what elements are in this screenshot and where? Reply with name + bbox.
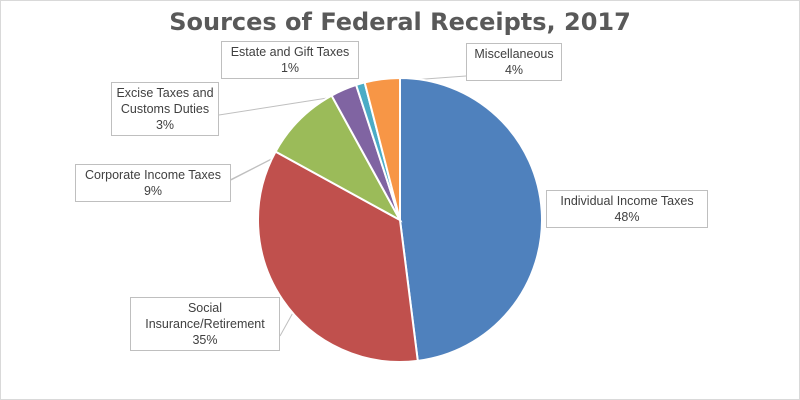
data-label-misc: Miscellaneous 4% xyxy=(466,43,562,81)
label-value: 35% xyxy=(192,333,218,347)
pie-slice-corporate-income-taxes xyxy=(274,94,403,223)
data-label-estate: Estate and Gift Taxes 1% xyxy=(221,41,359,79)
label-value: 1% xyxy=(280,61,300,75)
label-name: Individual Income Taxes xyxy=(560,194,694,208)
data-label-corporate: Corporate Income Taxes 9% xyxy=(75,164,231,202)
pie-slice-miscellaneous xyxy=(363,76,401,221)
label-name: Excise Taxes and Customs Duties xyxy=(116,86,214,116)
label-name: Miscellaneous xyxy=(474,47,554,61)
chart-title: Sources of Federal Receipts, 2017 xyxy=(169,8,631,36)
label-value: 48% xyxy=(614,210,640,224)
data-label-excise: Excise Taxes and Customs Duties 3% xyxy=(111,82,219,136)
label-name: Estate and Gift Taxes xyxy=(230,45,350,59)
label-name-2: Insurance/Retirement xyxy=(145,317,265,331)
data-label-social: Social Insurance/Retirement 35% xyxy=(130,297,280,351)
label-value: 3% xyxy=(155,118,175,132)
pie-slice-individual-income-taxes xyxy=(399,76,543,362)
label-value: 9% xyxy=(143,184,163,198)
label-value: 4% xyxy=(504,63,524,77)
data-label-individual: Individual Income Taxes 48% xyxy=(546,190,708,228)
pie-slice-social-insurance-retirement xyxy=(257,150,419,363)
label-name: Corporate Income Taxes xyxy=(85,168,221,182)
label-name: Social xyxy=(187,301,223,315)
